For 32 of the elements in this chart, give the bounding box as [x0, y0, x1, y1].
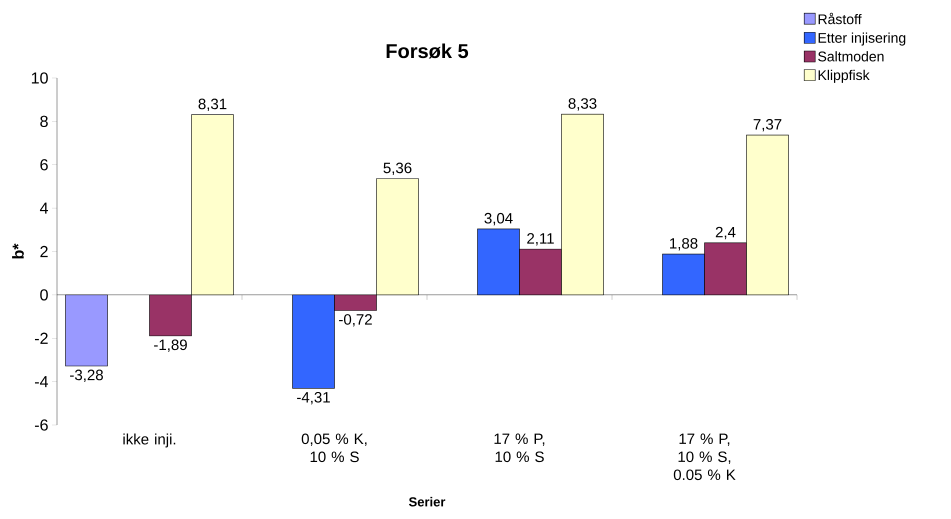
legend-label: Saltmoden — [818, 51, 884, 62]
y-tick-label: -2 — [34, 332, 48, 344]
data-label: 8,31 — [198, 98, 226, 112]
data-label: -0,72 — [339, 314, 372, 327]
data-label: 7,37 — [754, 119, 782, 132]
data-label: 5,36 — [383, 162, 412, 176]
y-axis-title: b* — [12, 244, 24, 258]
y-tick-label: 6 — [40, 159, 48, 170]
x-tick-label: 0,05 % K, 10 % S — [302, 434, 366, 462]
y-tick-label: 8 — [40, 116, 48, 128]
y-tick-label: 10 — [32, 72, 48, 84]
y-tick-label: -6 — [34, 419, 48, 431]
data-label: -1,89 — [154, 339, 187, 352]
x-tick-label: ikke inji. — [123, 434, 176, 448]
data-label: -4,31 — [297, 392, 330, 404]
data-label: 3,04 — [484, 212, 513, 226]
chart-title: Forsøk 5 — [386, 43, 468, 58]
x-tick-label: 17 % P, 10 % S, 0.05 % K — [674, 434, 736, 480]
y-tick-label: 2 — [40, 246, 48, 258]
legend-label: Råstoff — [818, 12, 862, 24]
y-tick-label: 4 — [40, 202, 48, 214]
y-tick-label: -4 — [34, 376, 48, 388]
y-tick-label: 0 — [40, 289, 48, 301]
legend-label: Klippfisk — [818, 70, 870, 83]
data-label: 1,88 — [670, 238, 698, 250]
data-label: 2,4 — [716, 226, 736, 240]
data-label: 2,11 — [527, 233, 554, 246]
data-label: 8,33 — [568, 98, 596, 111]
x-tick-label: 17 % P, 10 % S — [494, 434, 544, 462]
legend-label: Etter injisering — [818, 32, 906, 46]
x-axis-title: Serier — [408, 496, 446, 506]
data-label: -3,28 — [70, 370, 103, 382]
